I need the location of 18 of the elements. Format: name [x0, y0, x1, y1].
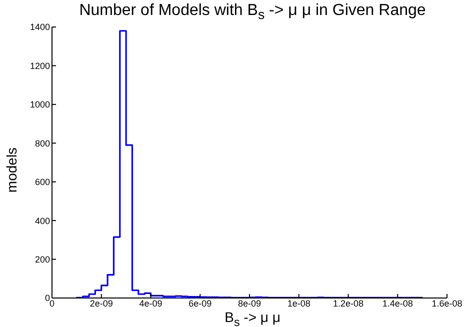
x-tick-label: 6e-09	[188, 298, 212, 308]
y-tick-label: 600	[34, 177, 50, 188]
y-tick-label: 200	[34, 254, 50, 264]
x-tick-label: 1e-08	[287, 298, 310, 308]
x-tick-label: 2e-09	[90, 298, 113, 308]
y-tick-label: 1200	[30, 60, 50, 71]
y-tick-label: 800	[34, 138, 50, 148]
x-tick-label: 4e-09	[139, 298, 162, 308]
x-tick-label: 1.2e-08	[332, 298, 364, 308]
y-tick-label: 400	[34, 216, 50, 226]
chart-title: Number of Models with B$_{s}$ -> μ μ in Given Range	[78, 2, 427, 22]
x-tick-label: 1.4e-08	[382, 298, 413, 308]
y-tick-label: 1400	[30, 22, 50, 32]
x-tick-label: 1.6e-08	[432, 298, 462, 308]
y-tick-label: 1000	[30, 100, 50, 110]
y-axis-title: models	[4, 147, 20, 193]
x-tick-label: 8e-09	[238, 298, 262, 308]
x-axis-title: B$_{s}$ -> μ μ	[224, 309, 282, 327]
